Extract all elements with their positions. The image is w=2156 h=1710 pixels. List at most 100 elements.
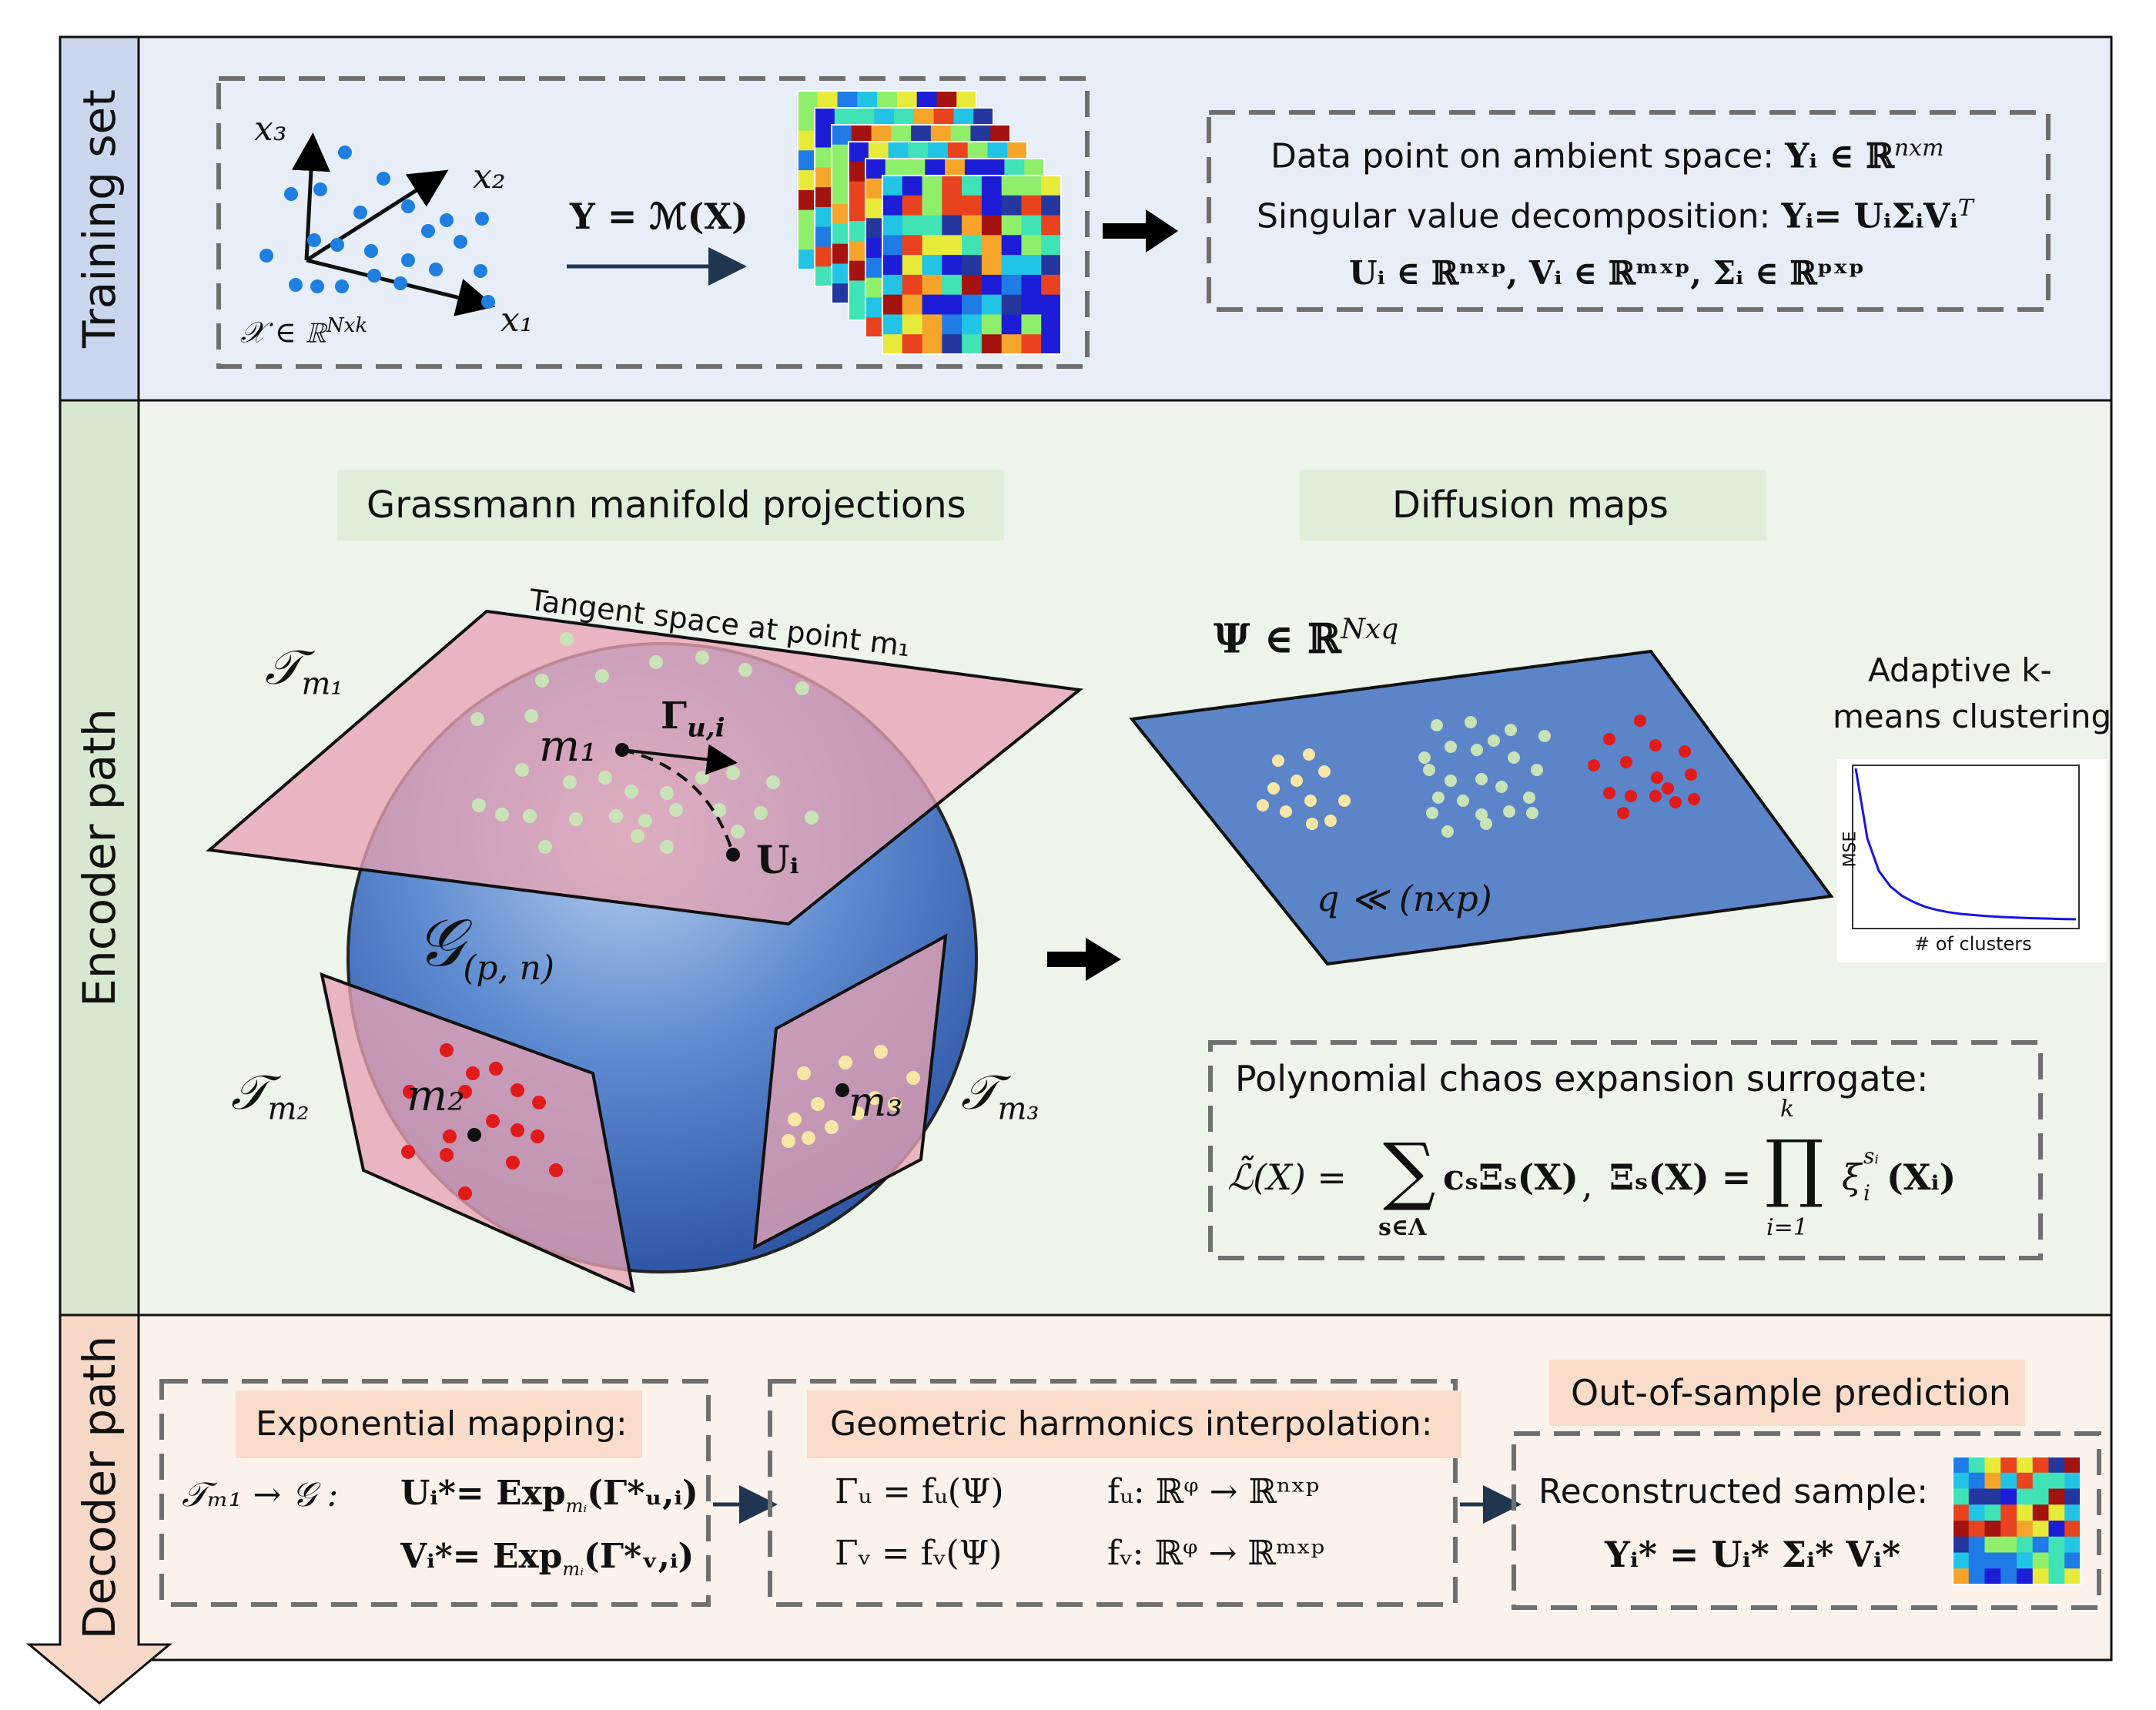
- cluster-point-a: [1280, 805, 1292, 818]
- tangent-point-m2: [511, 1083, 524, 1097]
- oos-box: [1512, 1431, 2101, 1610]
- cluster-point-c: [1588, 759, 1600, 771]
- tangent-point-m1: [695, 771, 709, 785]
- svd-line2: Singular value decomposition: Yᵢ= UᵢΣᵢVᵢ…: [1257, 195, 1974, 236]
- axis-x1-label: x₁: [500, 300, 534, 340]
- exp-title: Exponential mapping:: [236, 1390, 642, 1458]
- cluster-point-b: [1471, 744, 1483, 756]
- tangent-point-m1: [805, 811, 819, 825]
- cluster-point-c: [1649, 790, 1662, 802]
- cluster-point-a: [1303, 748, 1315, 761]
- gh-box: [768, 1379, 1458, 1607]
- cluster-point-b: [1503, 805, 1515, 818]
- pce-box: [1208, 1040, 2043, 1260]
- tangent-plane-m1: [206, 609, 1083, 926]
- svd-line1: Data point on ambient space: Yᵢ ∈ ℝnxm: [1270, 135, 1944, 176]
- sample-point: [474, 264, 487, 278]
- tangent-point-m1: [515, 763, 529, 777]
- training-label: Training set: [73, 89, 126, 348]
- tangent-point-m1: [738, 663, 752, 677]
- exp-u: Uᵢ*= Expmᵢ(Γ*ᵤ,ᵢ): [400, 1474, 698, 1517]
- tangent-point-m1: [538, 840, 552, 854]
- gh-v: Γᵥ = fᵥ(Ψ): [835, 1534, 1003, 1573]
- svd-line3: Uᵢ ∈ ℝⁿˣᵖ, Vᵢ ∈ ℝᵐˣᵖ, Σᵢ ∈ ℝᵖˣᵖ: [1349, 254, 1865, 292]
- reconstructed-sample-matrix: [1952, 1456, 2081, 1585]
- kmeans-xlabel: # of clusters: [1914, 933, 2032, 955]
- cluster-point-b: [1505, 724, 1517, 736]
- tangent-point-m2: [440, 1043, 454, 1057]
- cluster-point-b: [1523, 791, 1535, 804]
- diffusion-title: Diffusion maps: [1300, 470, 1766, 540]
- tangent-point-m1: [631, 829, 644, 843]
- input-space-box: [216, 76, 1090, 369]
- training-tab: [59, 35, 140, 402]
- kmeans-mse-curve: [1854, 768, 2077, 921]
- gh-fu: fᵤ: ℝᵠ → ℝⁿˣᵖ: [1107, 1472, 1320, 1511]
- tangent-point-m1: [569, 812, 583, 826]
- tangent-point-m1: [560, 632, 574, 646]
- tm2-label: 𝒯m₂: [231, 1064, 310, 1127]
- tangent-point-m2: [489, 1062, 503, 1076]
- axis-x2-label: x₂: [473, 157, 506, 196]
- cluster-point-a: [1306, 818, 1318, 830]
- kmeans-ylabel: MSE: [1840, 831, 1860, 868]
- training-arrow: [1103, 209, 1178, 253]
- tangent-point-m3: [811, 1097, 825, 1111]
- cluster-point-b: [1526, 807, 1538, 819]
- encoder-arrow: [1047, 938, 1121, 981]
- tm3-label: 𝒯m₃: [961, 1064, 1040, 1127]
- tangent-point-m2: [511, 1123, 524, 1137]
- cluster-point-b: [1475, 808, 1488, 821]
- tangent-point-m2: [532, 1096, 546, 1109]
- oos-line1: Reconstructed sample:: [1538, 1472, 1929, 1511]
- cluster-point-a: [1291, 775, 1303, 787]
- cluster-point-b: [1531, 764, 1543, 776]
- tangent-point-m2: [440, 1148, 454, 1162]
- tangent-point-m1: [563, 775, 577, 789]
- sample-point: [481, 295, 495, 309]
- tangent-point-m3: [906, 1071, 920, 1085]
- sample-point: [259, 249, 273, 263]
- sample-point: [364, 244, 378, 258]
- tangent-point-m3: [788, 1113, 802, 1126]
- cluster-point-b: [1432, 791, 1445, 804]
- sample-point: [401, 199, 415, 213]
- exp-v: Vᵢ*= Expmᵢ(Γ*ᵥ,ᵢ): [400, 1537, 695, 1580]
- tangent-point-m1: [731, 825, 745, 838]
- tangent-point-m2: [458, 1186, 472, 1200]
- tangent-point-m1: [695, 651, 709, 664]
- cluster-point-c: [1651, 771, 1663, 784]
- cluster-point-a: [1257, 799, 1269, 811]
- cluster-point-b: [1457, 795, 1469, 807]
- sample-point: [310, 279, 324, 293]
- cluster-point-b: [1418, 751, 1431, 764]
- tangent-point-m3: [782, 1134, 795, 1148]
- training-sample-points: [259, 146, 495, 309]
- tangent-point-m1: [649, 655, 663, 669]
- sample-point: [377, 172, 390, 186]
- snapshot-matrix-stack: [797, 90, 1062, 355]
- tangent-point-m1: [766, 775, 780, 789]
- reconstructed-matrix: [1952, 1456, 2081, 1585]
- tangent-point-m3: [888, 1097, 902, 1111]
- sample-point: [393, 276, 407, 290]
- tangent-plane-m3: [752, 933, 948, 1250]
- q-relation: q ≪ (nxp): [1317, 878, 1492, 919]
- oos-title: Out-of-sample prediction: [1549, 1360, 2025, 1426]
- tangent-point-m1: [524, 709, 538, 723]
- tangent-point-m2: [486, 1114, 500, 1128]
- sample-point: [338, 146, 352, 159]
- sample-point: [307, 233, 321, 247]
- forward-model: Y = ℳ(X): [570, 196, 748, 237]
- exp-prefix: 𝒯ₘ₁ → 𝒢 :: [182, 1475, 339, 1514]
- tangent-point-m2: [466, 1066, 480, 1080]
- tangent-point-m1: [609, 809, 623, 823]
- tangent-point-m1: [472, 798, 486, 812]
- diffusion-plane: [1129, 649, 1834, 966]
- cluster-point-b: [1488, 735, 1500, 747]
- cluster-point-c: [1603, 733, 1615, 745]
- tangent-point-m2: [531, 1129, 544, 1143]
- cluster-point-b: [1423, 764, 1435, 776]
- svd-box: [1207, 110, 2051, 312]
